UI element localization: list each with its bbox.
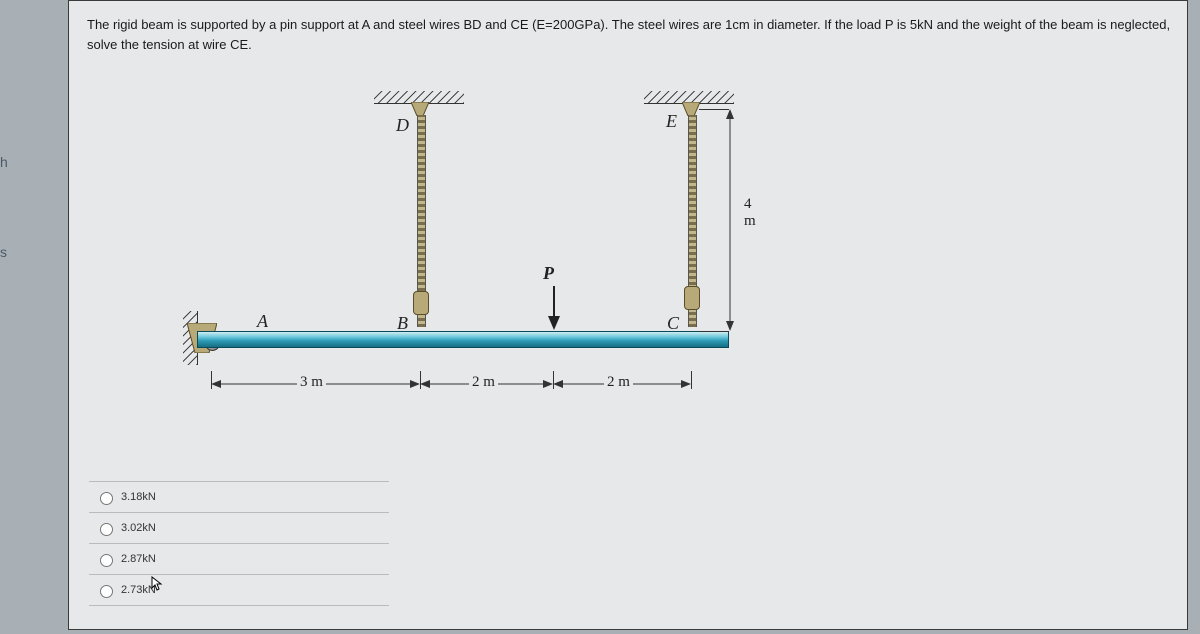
load-arrow-p (547, 286, 561, 335)
dim-ext (699, 331, 729, 332)
dim-tick (691, 371, 692, 389)
problem-statement: The rigid beam is supported by a pin sup… (87, 15, 1172, 54)
answer-option[interactable]: 3.02kN (89, 513, 389, 544)
answer-label: 2.73kN (121, 584, 156, 596)
turnbuckle-b (413, 291, 429, 315)
turnbuckle-c (684, 286, 700, 310)
answer-radio[interactable] (100, 585, 113, 598)
question-card: The rigid beam is supported by a pin sup… (68, 0, 1188, 630)
dim-ce-label: 4 m (741, 196, 769, 230)
answer-label: 3.02kN (121, 522, 156, 534)
answer-radio[interactable] (100, 492, 113, 505)
answer-radio[interactable] (100, 554, 113, 567)
label-p: P (543, 263, 554, 284)
dim-ext (699, 109, 729, 110)
dim-ce (724, 109, 736, 331)
bracket-e (682, 102, 700, 116)
label-e: E (666, 111, 677, 132)
label-c: C (667, 313, 679, 334)
label-b: B (397, 313, 408, 334)
answer-option[interactable]: 2.87kN (89, 544, 389, 575)
beam-diagram: A B C D E P 3 m (149, 91, 769, 431)
answer-label: 3.18kN (121, 491, 156, 503)
answer-options: 3.18kN 3.02kN 2.87kN 2.73kN (89, 481, 389, 606)
label-a: A (257, 311, 268, 332)
label-d: D (396, 115, 409, 136)
dim-bp-label: 2 m (469, 374, 498, 391)
answer-option[interactable]: 3.18kN (89, 481, 389, 513)
dim-ab-label: 3 m (297, 374, 326, 391)
rigid-beam (197, 331, 729, 348)
answer-radio[interactable] (100, 523, 113, 536)
bracket-d (411, 102, 429, 116)
answer-option[interactable]: 2.73kN (89, 575, 389, 606)
answer-label: 2.87kN (121, 553, 156, 565)
dim-pc-label: 2 m (604, 374, 633, 391)
